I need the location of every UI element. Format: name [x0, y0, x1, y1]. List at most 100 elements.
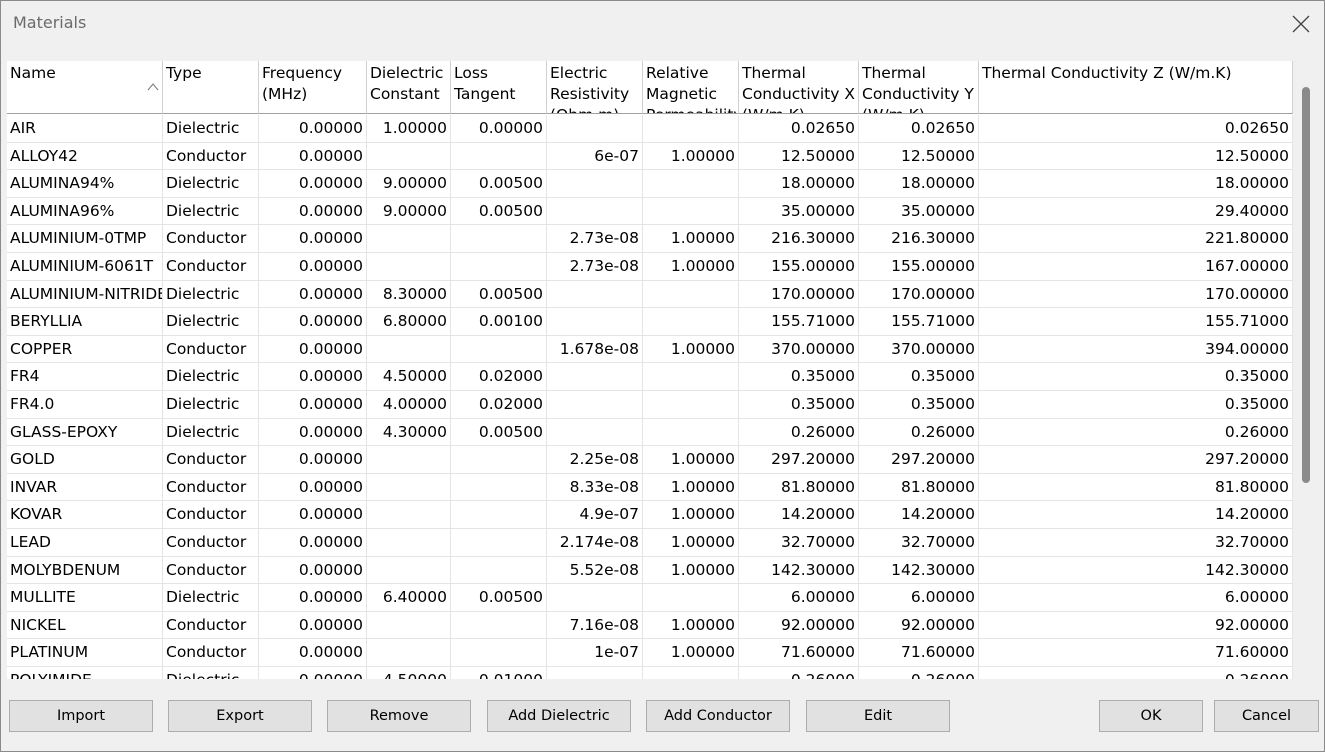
table-cell: 4.9e-07	[547, 501, 643, 529]
button[interactable]: Add Dielectric	[487, 700, 631, 732]
table-cell	[547, 115, 643, 143]
table-cell: 1.00000	[643, 253, 739, 281]
table-cell	[367, 501, 451, 529]
column-header[interactable]: Loss Tangent	[451, 61, 547, 114]
table-cell	[367, 225, 451, 253]
table-cell: 92.00000	[979, 611, 1293, 640]
table-cell: 6e-07	[547, 142, 643, 171]
column-header[interactable]: Frequency (MHz)	[259, 61, 367, 114]
table-cell: 6.80000	[367, 308, 451, 336]
table-cell: 1.00000	[643, 446, 739, 474]
table-cell: 6.40000	[367, 584, 451, 612]
table-cell: BERYLLIA	[7, 308, 163, 336]
button[interactable]: Remove	[327, 700, 471, 732]
column-header[interactable]: Type	[163, 61, 259, 114]
table-cell: FR4	[7, 363, 163, 391]
table-cell: 14.20000	[979, 501, 1293, 529]
table-cell: 71.60000	[979, 639, 1293, 667]
table-cell: 0.00500	[451, 584, 547, 612]
table-cell: ALUMINIUM-6061T	[7, 253, 163, 281]
table-cell: 1.00000	[643, 639, 739, 667]
table-cell: 1.00000	[643, 611, 739, 640]
table-cell	[547, 363, 643, 391]
table-cell: 4.00000	[367, 391, 451, 419]
table-cell: 0.00000	[259, 335, 367, 364]
column-header[interactable]: Relative Magnetic Permeability	[643, 61, 739, 114]
table-cell	[451, 253, 547, 281]
table-cell: 1.00000	[643, 473, 739, 502]
table-cell: 216.30000	[739, 225, 859, 253]
table-cell	[451, 611, 547, 640]
button[interactable]: OK	[1099, 700, 1203, 732]
table-cell	[547, 667, 643, 679]
table-cell	[547, 197, 643, 226]
button[interactable]: Add Conductor	[646, 700, 790, 732]
table-cell: 1.00000	[367, 115, 451, 143]
table-cell: 35.00000	[859, 197, 979, 226]
table-cell: 0.26000	[739, 667, 859, 679]
column-header[interactable]: Thermal Conductivity X (W/m.K)	[739, 61, 859, 114]
table-cell: KOVAR	[7, 501, 163, 529]
table-cell: Dielectric	[163, 391, 259, 419]
table-cell: COPPER	[7, 335, 163, 364]
table-cell	[643, 308, 739, 336]
table-cell: 0.26000	[979, 418, 1293, 447]
table-cell: 71.60000	[739, 639, 859, 667]
table-cell: ALUMINIUM-0TMP	[7, 225, 163, 253]
table-cell: 0.02650	[739, 115, 859, 143]
column-header[interactable]: Dielectric Constant	[367, 61, 451, 114]
table-cell: 18.00000	[859, 170, 979, 198]
table-cell: 0.02650	[979, 115, 1293, 143]
button[interactable]: Edit	[806, 700, 950, 732]
table-cell: Conductor	[163, 225, 259, 253]
table-cell	[643, 115, 739, 143]
table-cell	[451, 473, 547, 502]
table-cell: 4.50000	[367, 363, 451, 391]
table-cell: 0.02000	[451, 363, 547, 391]
table-cell: 0.00000	[259, 446, 367, 474]
button[interactable]: Cancel	[1214, 700, 1319, 732]
table-cell: 2.25e-08	[547, 446, 643, 474]
table-cell: 2.73e-08	[547, 225, 643, 253]
table-cell: 1.00000	[643, 225, 739, 253]
table-cell	[643, 418, 739, 447]
table-cell: 0.02650	[859, 115, 979, 143]
button[interactable]: Export	[168, 700, 312, 732]
column-header[interactable]: Thermal Conductivity Z (W/m.K)	[979, 61, 1293, 114]
table-cell: Conductor	[163, 611, 259, 640]
column-header[interactable]: Name	[7, 61, 163, 114]
close-button[interactable]	[1291, 14, 1311, 34]
table-cell: 4.50000	[367, 667, 451, 679]
table-cell: 71.60000	[859, 639, 979, 667]
table-cell: Conductor	[163, 253, 259, 281]
table-cell: 142.30000	[739, 556, 859, 585]
table-cell	[367, 253, 451, 281]
table-cell: 216.30000	[859, 225, 979, 253]
table-cell: 14.20000	[859, 501, 979, 529]
table-cell: 0.00100	[451, 308, 547, 336]
table-cell: 0.00000	[259, 556, 367, 585]
table-cell: LEAD	[7, 529, 163, 557]
table-cell: FR4.0	[7, 391, 163, 419]
table-cell: 155.71000	[859, 308, 979, 336]
table-cell: 155.71000	[979, 308, 1293, 336]
table-cell: MOLYBDENUM	[7, 556, 163, 585]
table-cell: Dielectric	[163, 418, 259, 447]
table-cell: Dielectric	[163, 170, 259, 198]
table-cell: ALLOY42	[7, 142, 163, 171]
table-cell	[547, 418, 643, 447]
column-header[interactable]: Thermal Conductivity Y (W/m.K)	[859, 61, 979, 114]
table-cell: GOLD	[7, 446, 163, 474]
table-cell	[643, 584, 739, 612]
button[interactable]: Import	[9, 700, 153, 732]
table-cell: 370.00000	[739, 335, 859, 364]
table-cell: 81.80000	[859, 473, 979, 502]
table-cell: 0.26000	[979, 667, 1293, 679]
column-header[interactable]: Electric Resistivity (Ohm.m)	[547, 61, 643, 114]
scrollbar[interactable]	[1302, 87, 1310, 483]
table-cell: 32.70000	[859, 529, 979, 557]
table-cell: 0.00000	[259, 170, 367, 198]
table-cell: 221.80000	[979, 225, 1293, 253]
table-cell: Dielectric	[163, 308, 259, 336]
table-cell: 155.00000	[859, 253, 979, 281]
